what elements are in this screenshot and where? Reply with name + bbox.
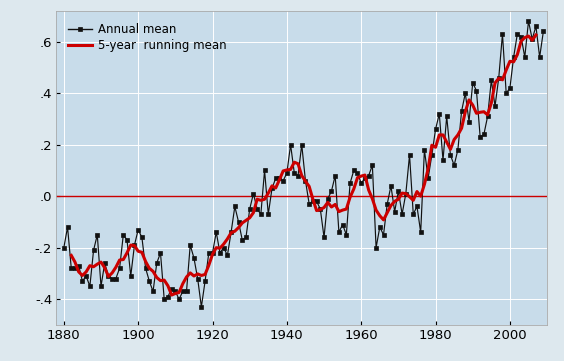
- Annual mean: [198, 305, 205, 309]
- 5-year  running mean: [466, 98, 473, 102]
- 5-year  running mean: [499, 78, 506, 82]
- 5-year  running mean: [481, 110, 487, 114]
- Annual mean: [417, 230, 424, 234]
- 5-year  running mean: [321, 205, 328, 210]
- Annual mean: [525, 19, 532, 23]
- Annual mean: [313, 199, 320, 204]
- Annual mean: [268, 186, 275, 191]
- Line: 5-year  running mean: 5-year running mean: [71, 35, 536, 295]
- Annual mean: [380, 232, 387, 237]
- 5-year  running mean: [83, 270, 90, 274]
- Annual mean: [191, 256, 197, 260]
- Line: Annual mean: Annual mean: [62, 19, 545, 309]
- Legend: Annual mean, 5-year  running mean: Annual mean, 5-year running mean: [62, 17, 232, 58]
- Annual mean: [540, 29, 547, 34]
- 5-year  running mean: [403, 191, 409, 196]
- Annual mean: [439, 158, 446, 162]
- Annual mean: [60, 245, 67, 250]
